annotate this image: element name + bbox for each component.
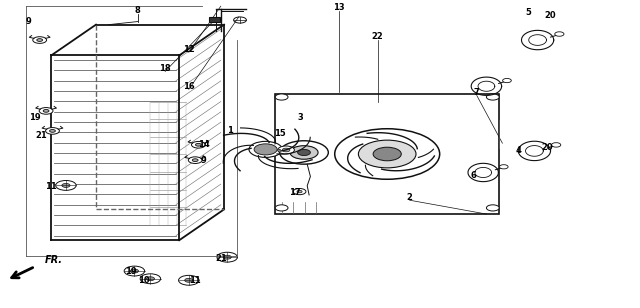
Text: 20: 20 xyxy=(541,143,553,152)
Text: 3: 3 xyxy=(298,112,303,122)
Circle shape xyxy=(188,157,202,164)
Circle shape xyxy=(282,148,290,152)
Circle shape xyxy=(39,107,53,114)
Circle shape xyxy=(555,32,564,36)
Circle shape xyxy=(196,144,201,146)
Text: 11: 11 xyxy=(189,276,201,286)
Text: 11: 11 xyxy=(45,182,57,191)
Circle shape xyxy=(499,165,508,169)
Text: 20: 20 xyxy=(545,11,556,20)
Text: 14: 14 xyxy=(198,140,209,149)
Circle shape xyxy=(223,255,231,259)
Circle shape xyxy=(278,146,294,154)
Circle shape xyxy=(275,205,288,211)
Circle shape xyxy=(486,205,499,211)
Text: 13: 13 xyxy=(333,3,345,12)
Text: 18: 18 xyxy=(159,64,171,73)
Circle shape xyxy=(147,277,154,281)
Circle shape xyxy=(191,141,205,148)
Text: 19: 19 xyxy=(125,267,137,276)
Text: 4: 4 xyxy=(515,146,522,156)
Circle shape xyxy=(297,190,302,193)
Circle shape xyxy=(290,146,318,159)
Circle shape xyxy=(298,149,310,156)
Circle shape xyxy=(254,144,277,155)
Circle shape xyxy=(280,141,328,164)
Circle shape xyxy=(217,252,237,262)
Text: 22: 22 xyxy=(372,32,383,42)
Text: 7: 7 xyxy=(474,88,479,97)
Text: 5: 5 xyxy=(525,8,531,17)
Circle shape xyxy=(179,275,199,285)
Circle shape xyxy=(131,269,138,273)
Text: 21: 21 xyxy=(36,131,47,140)
Circle shape xyxy=(185,278,193,282)
Circle shape xyxy=(275,94,288,100)
Circle shape xyxy=(192,159,198,161)
Circle shape xyxy=(373,147,401,161)
Circle shape xyxy=(62,184,70,187)
Text: 6: 6 xyxy=(470,171,477,180)
Text: 8: 8 xyxy=(135,6,140,15)
Text: 21: 21 xyxy=(215,254,227,263)
Circle shape xyxy=(45,128,60,134)
Circle shape xyxy=(124,266,145,276)
Text: 10: 10 xyxy=(138,276,150,285)
Circle shape xyxy=(502,79,511,83)
Text: FR.: FR. xyxy=(45,255,63,265)
Circle shape xyxy=(33,37,47,43)
Bar xyxy=(275,94,499,214)
Circle shape xyxy=(140,274,161,284)
Text: 9: 9 xyxy=(26,17,31,26)
Circle shape xyxy=(335,129,440,179)
Circle shape xyxy=(293,188,306,195)
Text: 9: 9 xyxy=(201,156,206,165)
Text: 19: 19 xyxy=(29,112,41,122)
Bar xyxy=(209,17,220,22)
Circle shape xyxy=(43,110,49,112)
Text: 15: 15 xyxy=(274,129,285,139)
Circle shape xyxy=(249,141,282,157)
Circle shape xyxy=(56,180,76,190)
Circle shape xyxy=(358,140,416,168)
Circle shape xyxy=(234,17,246,23)
Text: 1: 1 xyxy=(227,126,234,136)
Text: 16: 16 xyxy=(183,82,195,91)
Text: 12: 12 xyxy=(183,45,195,54)
Text: 17: 17 xyxy=(289,188,300,197)
Circle shape xyxy=(486,94,499,100)
Circle shape xyxy=(552,143,561,147)
Circle shape xyxy=(36,39,42,42)
Text: 2: 2 xyxy=(406,192,413,202)
Circle shape xyxy=(50,130,56,132)
